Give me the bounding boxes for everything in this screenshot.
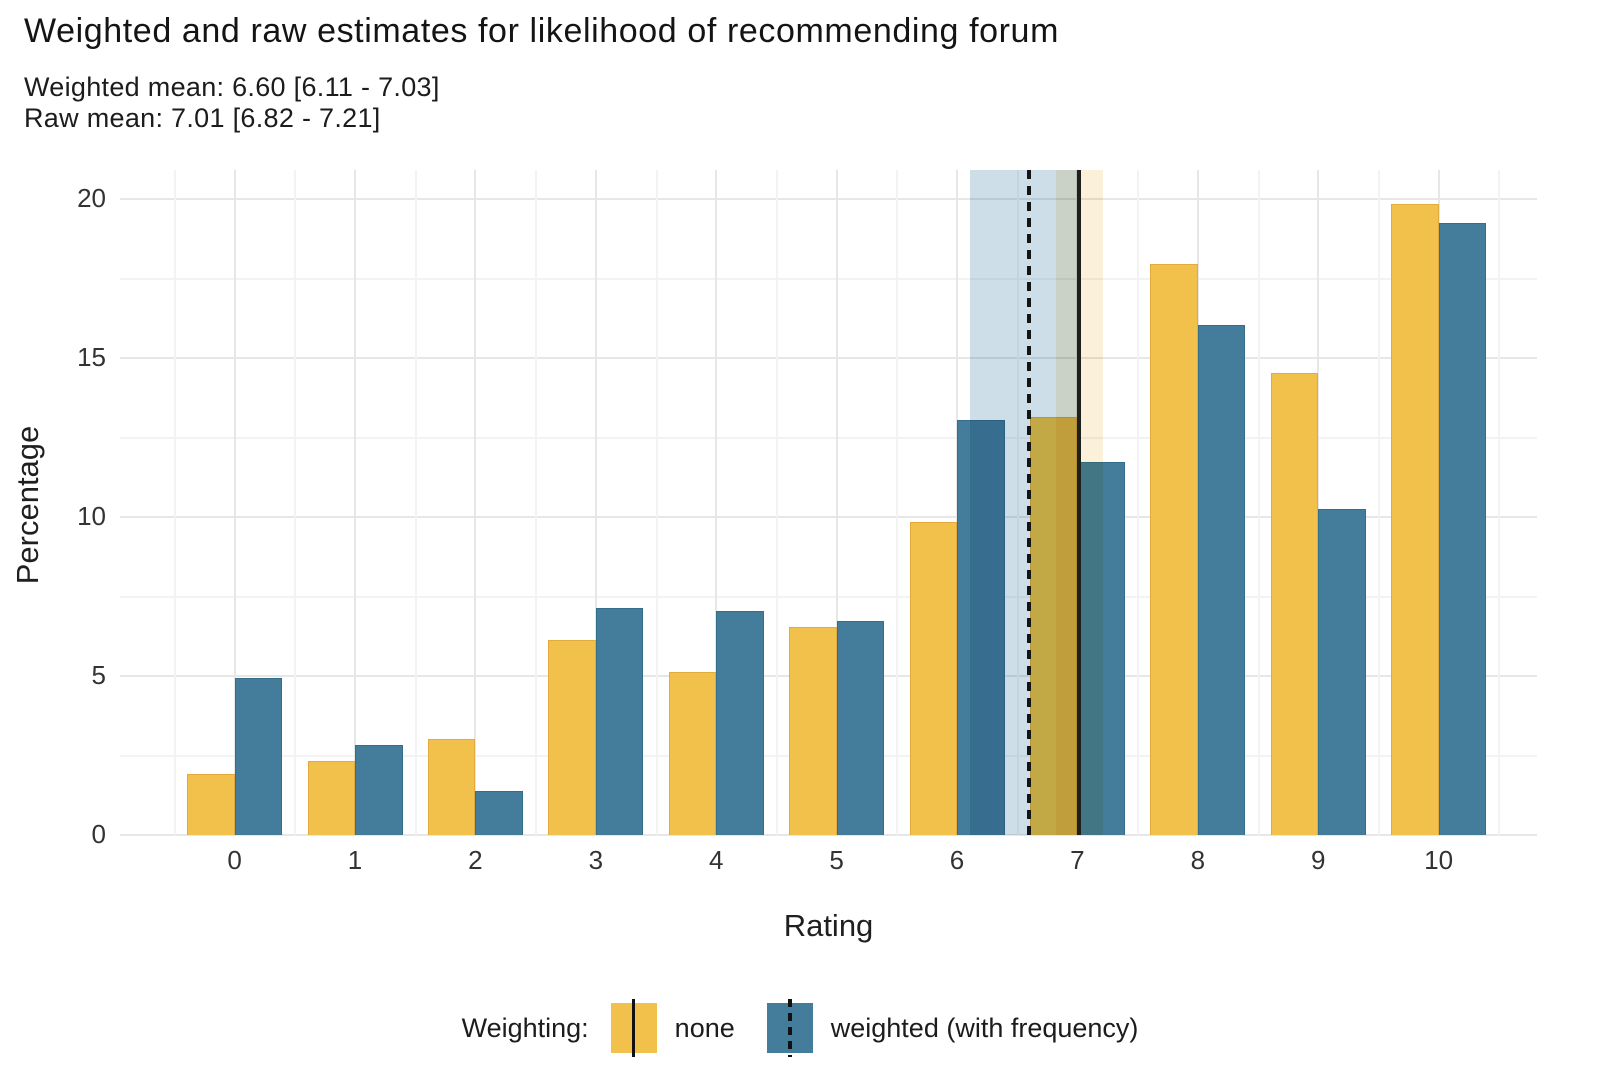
x-tick-label-0: 0 [227, 845, 242, 875]
bar-weighted-5 [836, 620, 885, 835]
subtitle-raw-mean: Raw mean: 7.01 [6.82 - 7.21] [24, 103, 381, 133]
chart-title: Weighted and raw estimates for likelihoo… [24, 12, 1059, 50]
gridline-vertical-minor [1377, 170, 1380, 835]
dashed-line-icon [788, 999, 792, 1057]
bar-weighted-4 [716, 611, 764, 835]
bar-none-1 [307, 760, 355, 835]
bar-none-0 [187, 773, 235, 835]
bar-weighted-10 [1438, 223, 1487, 835]
y-tick-label-0: 0 [91, 819, 106, 849]
gridline-vertical-minor [1257, 170, 1260, 835]
mean-line-weighted [1027, 170, 1031, 835]
x-tick-label-2: 2 [468, 845, 483, 875]
y-tick-label-15: 15 [77, 341, 106, 372]
solid-line-icon [631, 999, 636, 1057]
x-tick-label-7: 7 [1070, 845, 1085, 875]
bar-weighted-0 [234, 678, 283, 835]
gridline-vertical [354, 170, 356, 835]
bar-none-10 [1391, 203, 1439, 835]
gridline-vertical [1317, 170, 1320, 835]
bar-weighted-1 [355, 744, 403, 835]
x-tick-label-1: 1 [347, 845, 363, 875]
gridline-major [120, 356, 1537, 359]
bar-none-3 [548, 639, 596, 835]
legend-item-none-label: none [674, 1012, 735, 1043]
y-tick-label-5: 5 [91, 659, 106, 690]
y-axis-title: Percentage [10, 425, 45, 585]
legend-key-weighted [766, 999, 813, 1057]
gridline-vertical [233, 170, 236, 835]
bar-none-5 [789, 627, 837, 835]
subtitle-weighted-mean: Weighted mean: 6.60 [6.11 - 7.03] [24, 72, 440, 102]
bar-weighted-9 [1318, 509, 1366, 835]
bar-none-2 [427, 738, 476, 835]
plot-panel [120, 170, 1537, 836]
gridline-vertical-minor [1137, 170, 1140, 835]
gridline-major [120, 834, 1537, 836]
x-tick-label-3: 3 [588, 845, 604, 875]
y-tick-label-20: 20 [77, 182, 106, 213]
x-tick-label-4: 4 [708, 845, 724, 875]
gridline-vertical-minor [896, 170, 899, 835]
legend-title: Weighting: [461, 1012, 589, 1043]
bar-none-4 [668, 671, 717, 835]
gridline-vertical-minor [294, 170, 297, 835]
bar-none-6 [909, 522, 957, 835]
gridline-vertical-minor [535, 170, 538, 835]
legend: Weighting: none weighted (with frequency… [0, 999, 1600, 1057]
gridline-vertical-minor [1498, 170, 1501, 835]
bar-none-8 [1150, 264, 1198, 835]
x-axis-title: Rating [783, 908, 874, 943]
gridline-major [120, 515, 1537, 518]
gridline-vertical [715, 170, 718, 835]
bar-weighted-2 [475, 791, 523, 835]
legend-item-weighted-label: weighted (with frequency) [830, 1012, 1139, 1043]
legend-key-none [610, 999, 657, 1057]
x-tick-label-6: 6 [949, 845, 965, 875]
mean-line-raw [1076, 170, 1081, 835]
gridline-vertical [835, 170, 838, 835]
gridline-minor [120, 436, 1537, 439]
y-tick-label-10: 10 [77, 500, 106, 531]
gridline-vertical [594, 170, 597, 835]
gridline-vertical-minor [775, 170, 778, 835]
x-tick-label-10: 10 [1424, 845, 1454, 875]
x-tick-label-9: 9 [1310, 845, 1326, 875]
gridline-minor [120, 277, 1537, 280]
gridline-vertical [474, 170, 477, 835]
gridline-vertical-minor [414, 170, 417, 835]
bar-none-9 [1270, 372, 1319, 835]
gridline-vertical-minor [173, 170, 176, 835]
bar-weighted-3 [595, 608, 644, 835]
x-tick-label-5: 5 [829, 845, 844, 875]
gridline-minor [120, 595, 1537, 598]
bar-weighted-8 [1197, 324, 1246, 835]
gridline-major [120, 197, 1537, 200]
x-tick-label-8: 8 [1190, 845, 1206, 875]
gridline-vertical-minor [655, 170, 658, 835]
